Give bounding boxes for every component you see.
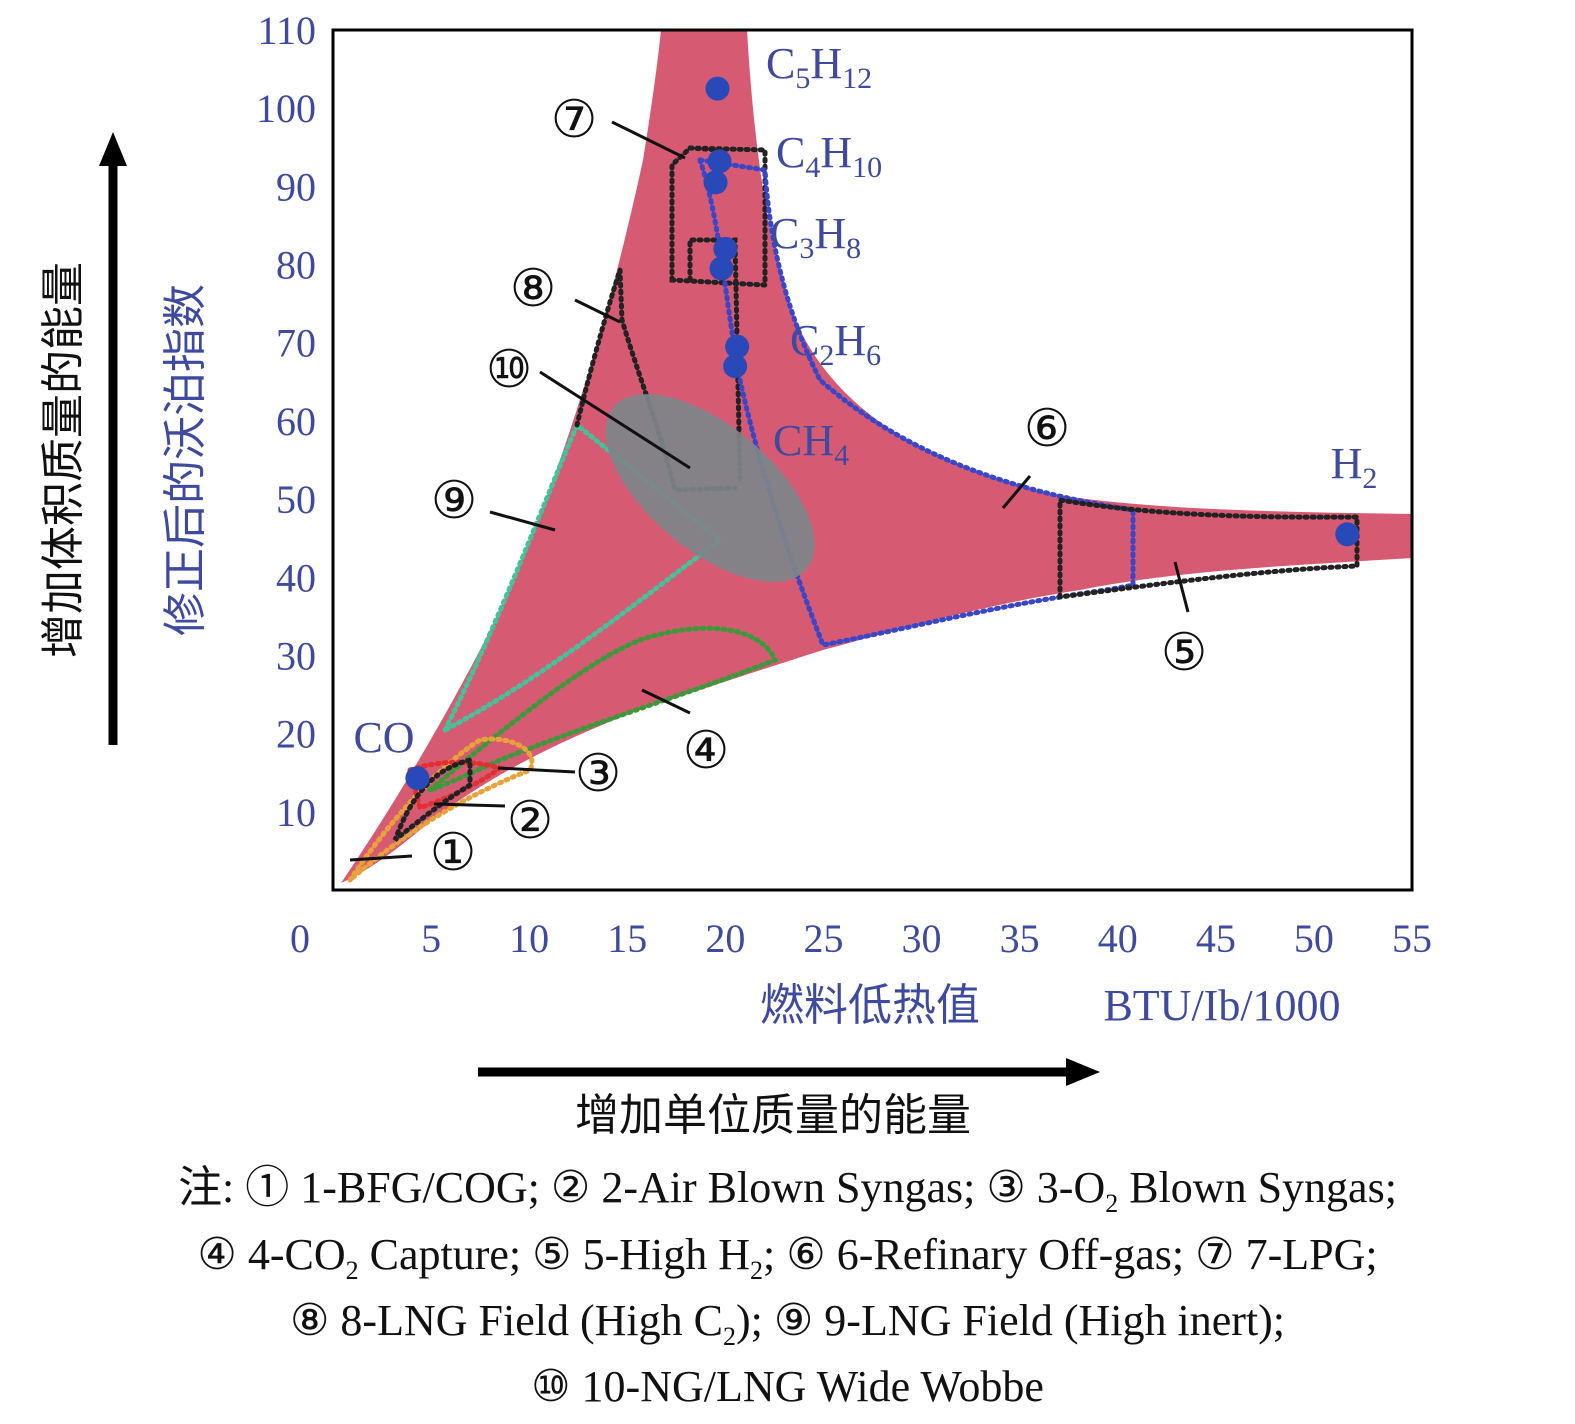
y-tick-label: 80 <box>276 243 316 288</box>
region-marker: ① <box>430 823 477 883</box>
x-energy-arrow <box>478 1058 1100 1086</box>
y-tick-labels: 10 20 30 40 50 60 70 80 90 100 110 <box>256 8 316 835</box>
note-line-3: ⑧ 8-LNG Field (High C2); ⑨ 9-LNG Field (… <box>0 1288 1575 1370</box>
leader-lines <box>349 120 1190 862</box>
species-labels: CO C5H12 C4H10 C3H8 C2H6 CH4 H2 <box>353 39 1377 762</box>
leader-line <box>1001 475 1032 509</box>
point-ch4 <box>723 354 748 379</box>
region-6-boundary-b <box>697 157 1136 588</box>
note-line-1: 注: ① 1-BFG/COG; ② 2-Air Blown Syngas; ③ … <box>0 1155 1575 1237</box>
x-tick-label: 30 <box>902 916 942 961</box>
x-tick-label: 35 <box>1000 916 1040 961</box>
region-10-ellipse <box>605 394 815 582</box>
leader-line <box>349 854 413 862</box>
y-axis-title: 修正后的沃泊指数 <box>160 284 211 636</box>
point-co <box>405 766 430 791</box>
note-prefix: 注: <box>178 1163 246 1212</box>
y-tick-label: 40 <box>276 555 316 600</box>
note-line-2: ④ 4-CO2 Capture; ⑤ 5-High H2; ⑥ 6-Refina… <box>0 1222 1575 1304</box>
region-marker: ⑤ <box>1161 623 1208 683</box>
species-label-co: CO <box>353 713 414 762</box>
species-label-c3: C3H8 <box>770 209 861 265</box>
note-item: ③ 3-O2 Blown Syngas; <box>986 1163 1397 1218</box>
leader-line <box>611 120 686 160</box>
leader-line <box>1173 561 1190 613</box>
y-tick-label: 20 <box>276 712 316 757</box>
note-item: ① 1-BFG/COG; <box>245 1163 540 1212</box>
note-item: ⑥ 6-Refinary Off-gas; <box>786 1230 1185 1279</box>
y-energy-arrow <box>99 132 127 745</box>
leader-line <box>641 688 691 715</box>
leader-line <box>539 370 691 470</box>
leader-line <box>433 802 506 808</box>
x-tick-label: 40 <box>1098 916 1138 961</box>
point-c3h8 <box>709 256 734 281</box>
x-axis-title: 燃料低热值 <box>760 980 980 1031</box>
region-5-boundary <box>1057 497 1360 600</box>
species-label-c2: C2H6 <box>790 316 881 372</box>
note-item: ⑦ 7-LPG; <box>1195 1230 1378 1279</box>
x-tick-label: 15 <box>607 916 647 961</box>
x-arrow-label: 增加单位质量的能量 <box>575 1090 971 1141</box>
y-tick-label: 90 <box>276 164 316 209</box>
y-tick-label: 10 <box>276 790 316 835</box>
note-line-4: ⑩ 10-NG/LNG Wide Wobbe <box>0 1354 1575 1420</box>
region-marker: ⑧ <box>510 259 557 319</box>
note-item: ⑤ 5-High H2; <box>532 1230 776 1285</box>
x-tick-label: 0 <box>290 916 310 961</box>
x-tick-label: 10 <box>509 916 549 961</box>
region-7-boundary <box>669 145 768 288</box>
species-label-c5: C5H12 <box>766 39 872 95</box>
chart: 增加体积质量的能量 增加单位质量的能量 ①②③ ④ ⑤ ⑥ ⑦ ⑧ ⑨ ⑩ 0 5 10 15 20 2… <box>38 8 1432 1141</box>
x-tick-label: 50 <box>1294 916 1334 961</box>
region-marker: ④ <box>683 721 730 781</box>
point-h2 <box>1335 522 1360 547</box>
region-3-boundary <box>347 736 535 882</box>
species-label-c4: C4H10 <box>776 128 882 184</box>
point-c4h10 <box>703 170 728 195</box>
y-tick-label: 60 <box>276 399 316 444</box>
region-1-boundary <box>389 756 473 848</box>
x-tick-label: 5 <box>421 916 441 961</box>
species-label-ch4: CH4 <box>773 416 849 472</box>
y-tick-label: 100 <box>256 86 316 131</box>
x-tick-label: 55 <box>1392 916 1432 961</box>
note-item: ② 2-Air Blown Syngas; <box>550 1163 976 1212</box>
species-points <box>405 76 1360 791</box>
note-item: ④ 4-CO2 Capture; <box>197 1230 522 1285</box>
y-arrow-label: 增加体积质量的能量 <box>38 262 89 658</box>
region-marker: ③ <box>575 744 622 804</box>
point-c5h12 <box>705 76 730 101</box>
leader-line <box>489 510 556 532</box>
region-4-boundary <box>428 625 779 793</box>
region-marker: ⑥ <box>1024 399 1071 459</box>
y-tick-label: 50 <box>276 477 316 522</box>
region-marker: ⑩ <box>486 340 533 400</box>
point-c3h8 <box>713 236 738 261</box>
leader-line <box>574 298 621 324</box>
x-tick-label: 25 <box>803 916 843 961</box>
region-marker: ② <box>507 791 554 851</box>
y-tick-label: 110 <box>257 8 316 53</box>
x-tick-label: 20 <box>705 916 745 961</box>
point-c4h10 <box>707 149 732 174</box>
species-label-h2: H2 <box>1331 439 1378 495</box>
region-marker: ⑦ <box>551 90 598 150</box>
y-tick-label: 30 <box>276 633 316 678</box>
leader-line <box>497 766 576 774</box>
x-axis-unit: BTU/Ib/1000 <box>1103 981 1340 1030</box>
region-marker: ⑨ <box>431 471 478 531</box>
x-tick-label: 45 <box>1196 916 1236 961</box>
region-markers: ①②③ ④ ⑤ ⑥ ⑦ ⑧ ⑨ ⑩ <box>430 90 1208 883</box>
x-tick-labels: 0 5 10 15 20 25 30 35 40 45 50 55 <box>290 916 1432 961</box>
note-item: ⑧ 8-LNG Field (High C2); <box>289 1296 763 1351</box>
note-item: ⑨ 9-LNG Field (High inert); <box>773 1296 1285 1345</box>
operating-region <box>341 30 1412 883</box>
plot-frame <box>331 28 1414 892</box>
note-item: ⑩ 10-NG/LNG Wide Wobbe <box>531 1362 1044 1411</box>
y-tick-label: 70 <box>276 321 316 366</box>
point-c2h6 <box>725 334 750 359</box>
